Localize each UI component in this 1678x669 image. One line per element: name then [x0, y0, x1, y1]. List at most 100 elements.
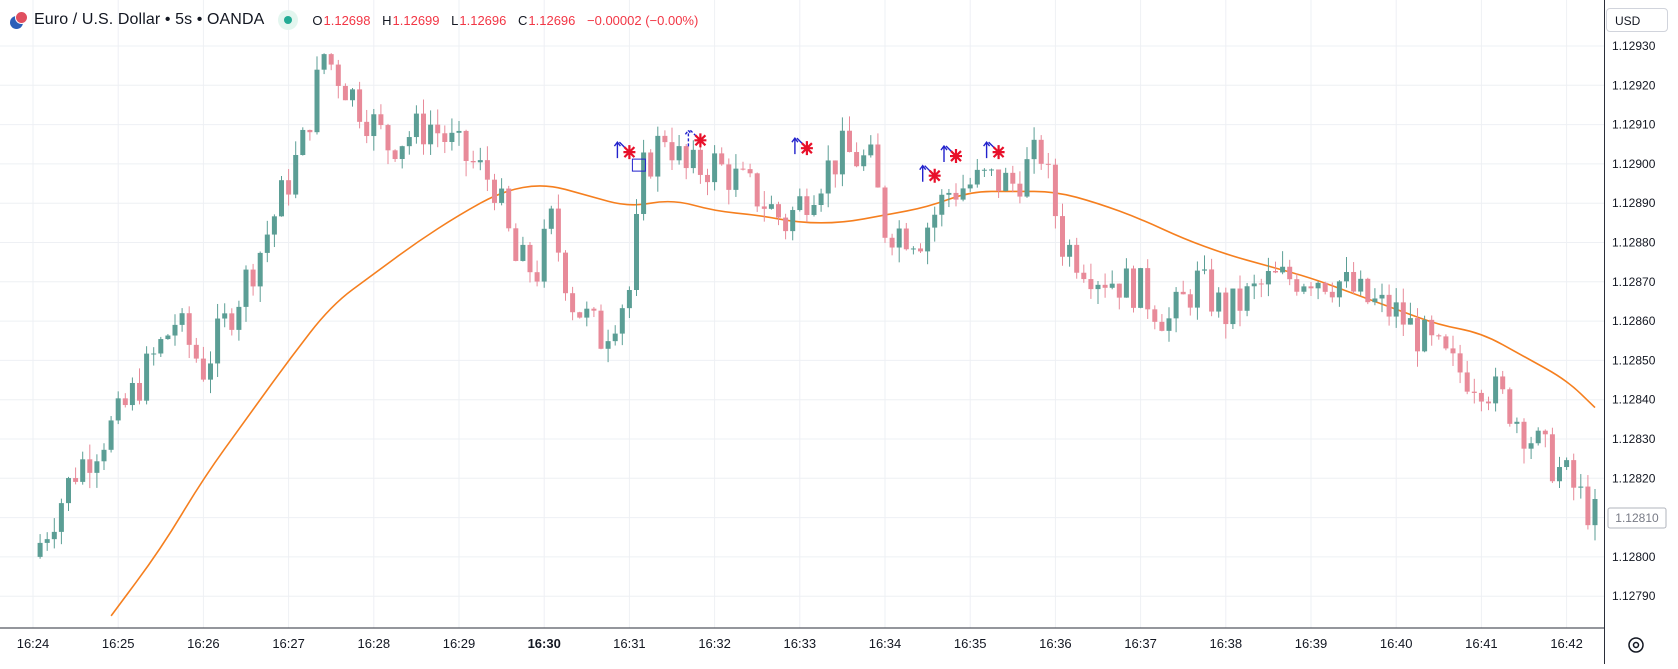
candle-down: [1102, 284, 1108, 288]
candle-down: [882, 187, 888, 238]
candle-down: [1159, 321, 1165, 331]
chart-legend-header: Euro / U.S. Dollar • 5s • OANDA O1.12698…: [8, 9, 706, 31]
signal-star-icon: [800, 141, 813, 156]
candle-up: [797, 196, 803, 211]
candle-down: [1081, 272, 1087, 280]
candle-down: [442, 133, 448, 142]
candle-down: [577, 312, 583, 318]
candle-down: [250, 269, 256, 287]
candle-down: [137, 382, 142, 401]
candle-up: [257, 252, 263, 287]
candle-down: [1131, 268, 1136, 308]
candle-down: [328, 54, 334, 65]
candle-down: [1365, 278, 1371, 303]
symbol-title[interactable]: Euro / U.S. Dollar • 5s • OANDA: [34, 11, 265, 28]
candle-up: [215, 318, 221, 364]
candle-up: [413, 113, 419, 138]
candle-down: [1152, 309, 1158, 322]
candle-down: [1322, 282, 1328, 292]
candle-down: [1074, 244, 1080, 273]
x-tick-label: 16:37: [1124, 636, 1157, 651]
candle-down: [591, 308, 597, 311]
candle-down: [1308, 286, 1314, 289]
candle-down: [364, 121, 370, 137]
candle-down: [996, 169, 1002, 191]
candle-down: [1237, 288, 1243, 311]
x-tick-label: 16:24: [17, 636, 50, 651]
signal-marker: [791, 137, 813, 156]
x-tick-label: 16:33: [784, 636, 817, 651]
currency-select-button[interactable]: USD: [1606, 8, 1668, 32]
high-label: H: [382, 12, 392, 28]
candle-down: [683, 146, 689, 169]
candle-up: [967, 184, 973, 189]
candle-up: [634, 213, 639, 291]
candle-up: [449, 132, 455, 142]
x-tick-label: 16:42: [1550, 636, 1583, 651]
signal-arrow-icon: [684, 129, 699, 147]
candle-down: [1429, 319, 1435, 336]
candle-up: [974, 169, 980, 185]
x-tick-label: 16:30: [528, 636, 561, 651]
chart-settings-gear-icon[interactable]: [1624, 633, 1648, 657]
candle-down: [1017, 183, 1023, 197]
candle-down: [435, 124, 441, 134]
candle-down: [470, 160, 476, 163]
candle-down: [186, 313, 192, 345]
candle-up: [960, 188, 966, 200]
candle-down: [953, 192, 959, 200]
candle-up: [1336, 281, 1342, 298]
candle-up: [641, 152, 647, 214]
candle-down: [122, 398, 128, 406]
candle-up: [172, 324, 178, 336]
x-tick-label: 16:36: [1039, 636, 1072, 651]
candle-up: [456, 130, 462, 133]
last-price-tag: 1.12810: [1607, 507, 1667, 529]
candle-down: [342, 85, 348, 101]
candle-up: [1138, 268, 1144, 308]
candle-up: [1003, 172, 1009, 191]
candle-down: [697, 149, 703, 175]
candle-down: [918, 248, 923, 252]
candle-up: [243, 269, 249, 307]
candle-up: [690, 149, 696, 169]
candle-up: [1315, 282, 1321, 289]
candle-down: [847, 130, 852, 153]
x-axis-labels: 16:24 16:25 16:26 16:27 16:28 16:29 16:30 16:31…: [17, 636, 1583, 651]
candle-down: [1273, 270, 1278, 273]
candle-up: [676, 146, 682, 161]
candle-up: [1514, 421, 1520, 424]
candle-down: [669, 142, 675, 161]
candle-down: [1052, 164, 1058, 217]
candle-down: [1542, 430, 1548, 435]
high-value: 1.12699: [392, 12, 440, 28]
candle-up: [1528, 443, 1534, 449]
candle-down: [1500, 376, 1506, 390]
candle-down: [1400, 302, 1406, 325]
candle-down: [1088, 279, 1094, 290]
candle-down: [1386, 294, 1392, 317]
candle-up: [222, 313, 228, 319]
candle-down: [1478, 392, 1484, 402]
close-value: 1.12696: [528, 12, 576, 28]
candle-down: [1436, 335, 1442, 337]
x-tick-label: 16:39: [1295, 636, 1328, 651]
signal-box: [631, 158, 646, 172]
x-tick-label: 16:29: [443, 636, 476, 651]
signal-marker: [684, 129, 707, 148]
y-tick-label: 1.12880: [1612, 236, 1656, 250]
candle-up: [1422, 319, 1428, 352]
candle-up: [811, 205, 817, 215]
candle-up: [1344, 272, 1349, 282]
x-tick-label: 16:38: [1210, 636, 1243, 651]
candle-up: [1216, 292, 1222, 312]
candle-down: [200, 358, 206, 380]
candle-down: [1507, 389, 1513, 424]
y-tick-label: 1.12850: [1612, 353, 1656, 367]
candle-up: [94, 461, 100, 473]
ohlc-values: O1.12698 H1.12699 L1.12696 C1.12696 −0.0…: [312, 13, 706, 28]
candle-up: [612, 333, 618, 342]
candle-up: [271, 216, 277, 235]
